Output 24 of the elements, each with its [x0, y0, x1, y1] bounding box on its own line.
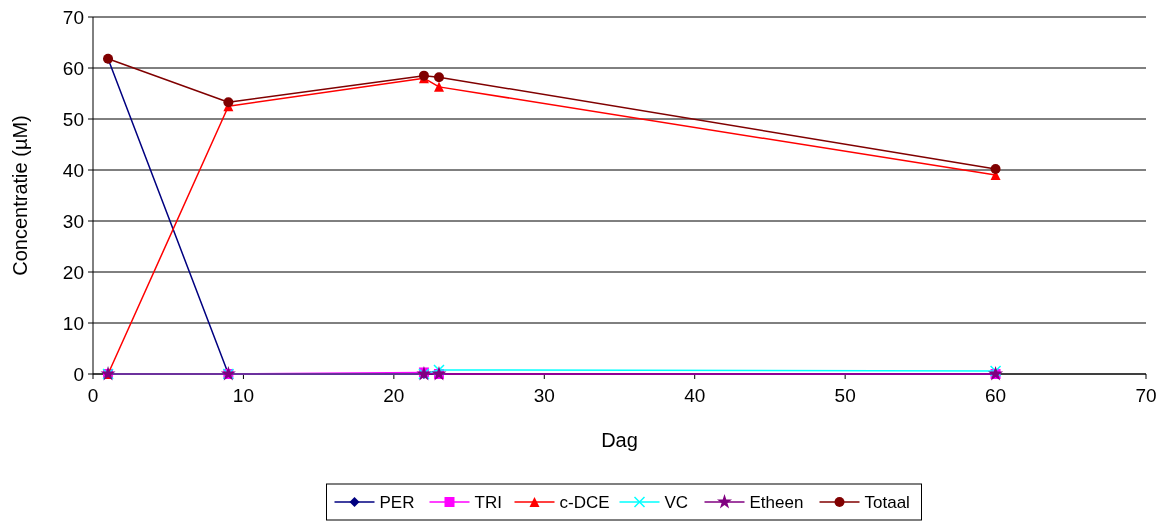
- y-tick-label: 10: [62, 312, 84, 334]
- x-tick-label: 20: [383, 385, 405, 406]
- y-tick-label: 0: [73, 363, 84, 385]
- legend-label: TRI: [474, 492, 502, 512]
- legend-label: VC: [664, 492, 689, 512]
- x-tick-label: 40: [684, 385, 706, 406]
- y-tick-label: 60: [62, 57, 84, 79]
- x-tick-label: 30: [533, 385, 555, 406]
- y-tick-label: 70: [62, 6, 84, 28]
- x-tick-label: 70: [1135, 385, 1157, 406]
- x-tick-label: 10: [232, 385, 254, 406]
- y-axis-title: Concentratie (µM): [9, 115, 31, 276]
- legend-label: c-DCE: [559, 492, 610, 512]
- y-tick-label: 30: [62, 210, 84, 232]
- x-axis-title: Dag: [601, 429, 638, 451]
- x-tick-label: 50: [834, 385, 856, 406]
- legend-label: Etheen: [749, 492, 804, 512]
- x-tick-label: 0: [87, 385, 99, 406]
- y-tick-label: 40: [62, 159, 84, 181]
- y-tick-label: 50: [62, 108, 84, 130]
- legend-label: PER: [379, 492, 415, 512]
- y-tick-label: 20: [62, 261, 84, 283]
- legend-label: Totaal: [864, 492, 910, 512]
- x-tick-label: 60: [985, 385, 1007, 406]
